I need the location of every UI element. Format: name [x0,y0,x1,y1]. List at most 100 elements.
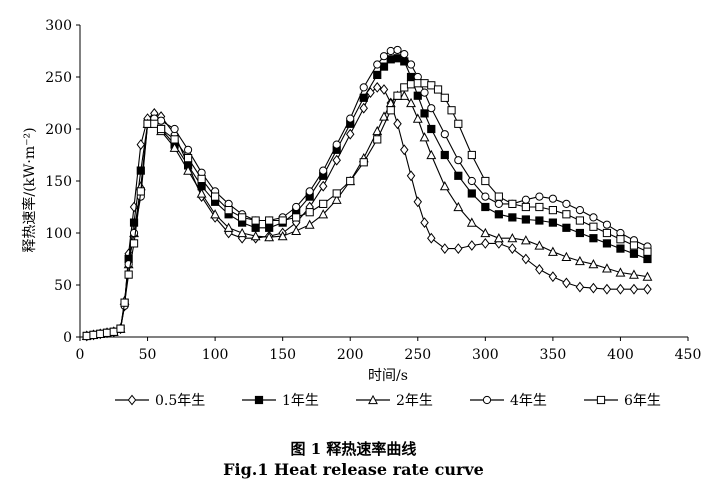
data-point [575,216,585,225]
data-point [109,327,118,336]
data-point [406,80,416,89]
x-tick-label: 200 [337,347,364,363]
data-point [426,149,437,160]
data-point [562,210,571,219]
data-point [251,216,260,225]
data-point [535,216,544,225]
legend-marker [254,395,264,405]
data-point [331,194,342,204]
data-point [332,189,341,198]
data-point [420,79,429,88]
y-axis-label: 释热速率/(kW·m⁻²) [21,127,38,252]
data-point [210,209,221,219]
data-point [359,158,368,167]
data-point [373,60,382,69]
data-point [136,166,145,175]
data-point [521,253,531,265]
y-tick-label: 0 [63,330,72,346]
data-point [102,328,112,337]
data-point [466,217,477,227]
data-point [96,329,105,338]
data-point [116,324,125,333]
data-point [332,140,341,149]
data-point [400,50,409,59]
series-4 [82,45,652,341]
data-point [89,330,98,340]
data-point [548,206,557,215]
data-point [521,195,530,204]
data-point [136,139,146,151]
data-point [143,119,152,128]
data-point [197,174,206,184]
data-point [124,270,133,279]
data-point [629,283,639,295]
data-point [237,227,248,238]
series-layer [81,45,653,342]
data-point [366,87,375,99]
data-point [183,154,193,163]
data-point [129,239,139,248]
data-point [440,150,449,160]
data-point [359,83,368,92]
data-point [379,111,389,121]
data-point [413,79,422,88]
data-point [575,228,585,238]
data-point [250,230,261,241]
legend-label: 6年生 [624,393,661,409]
data-point [643,254,652,264]
x-tick-label: 0 [76,347,85,363]
data-point [420,109,429,118]
data-point [453,201,464,212]
data-point [602,239,612,248]
data-point [454,243,463,255]
data-point [292,202,301,212]
data-point [535,202,544,212]
data-point [319,166,328,175]
data-point [589,213,598,222]
data-point [346,176,355,186]
data-point [386,46,395,56]
data-point [224,206,233,215]
data-point [129,218,139,227]
data-point [346,114,355,123]
data-point [305,187,314,196]
data-point [547,246,558,256]
data-point [494,210,503,219]
data-point [400,144,409,156]
data-point [427,104,436,113]
data-point [169,142,180,152]
x-tick-label: 300 [472,347,499,363]
data-point [120,298,129,307]
data-point [196,188,207,198]
data-point [643,283,652,295]
data-point [406,60,416,69]
data-point [440,243,450,255]
y-tick-label: 200 [45,122,72,138]
data-point [150,119,159,128]
data-point [602,228,612,238]
data-point [406,97,416,108]
y-tick-label: 150 [45,174,72,190]
data-point [373,70,382,80]
x-tick-label: 150 [269,347,296,363]
data-point [548,271,558,283]
data-point [616,244,625,253]
y-tick-label: 250 [45,70,72,86]
data-point [156,124,166,134]
data-point [386,55,395,64]
data-point [562,277,571,289]
legend-marker [596,395,606,405]
data-point [427,81,436,90]
y-tick-label: 50 [54,278,72,294]
data-point [183,165,194,175]
data-point [379,84,389,95]
x-tick-label: 450 [675,347,702,363]
data-point [454,156,463,165]
axes: 0 50 100 150 200 250 300 350 400 450 0 50 100 150 200 2… [45,18,701,363]
data-point [481,237,490,249]
data-point [278,216,287,225]
data-point [427,124,436,134]
data-point [319,199,328,208]
data-point [238,213,247,222]
data-point [318,180,328,192]
